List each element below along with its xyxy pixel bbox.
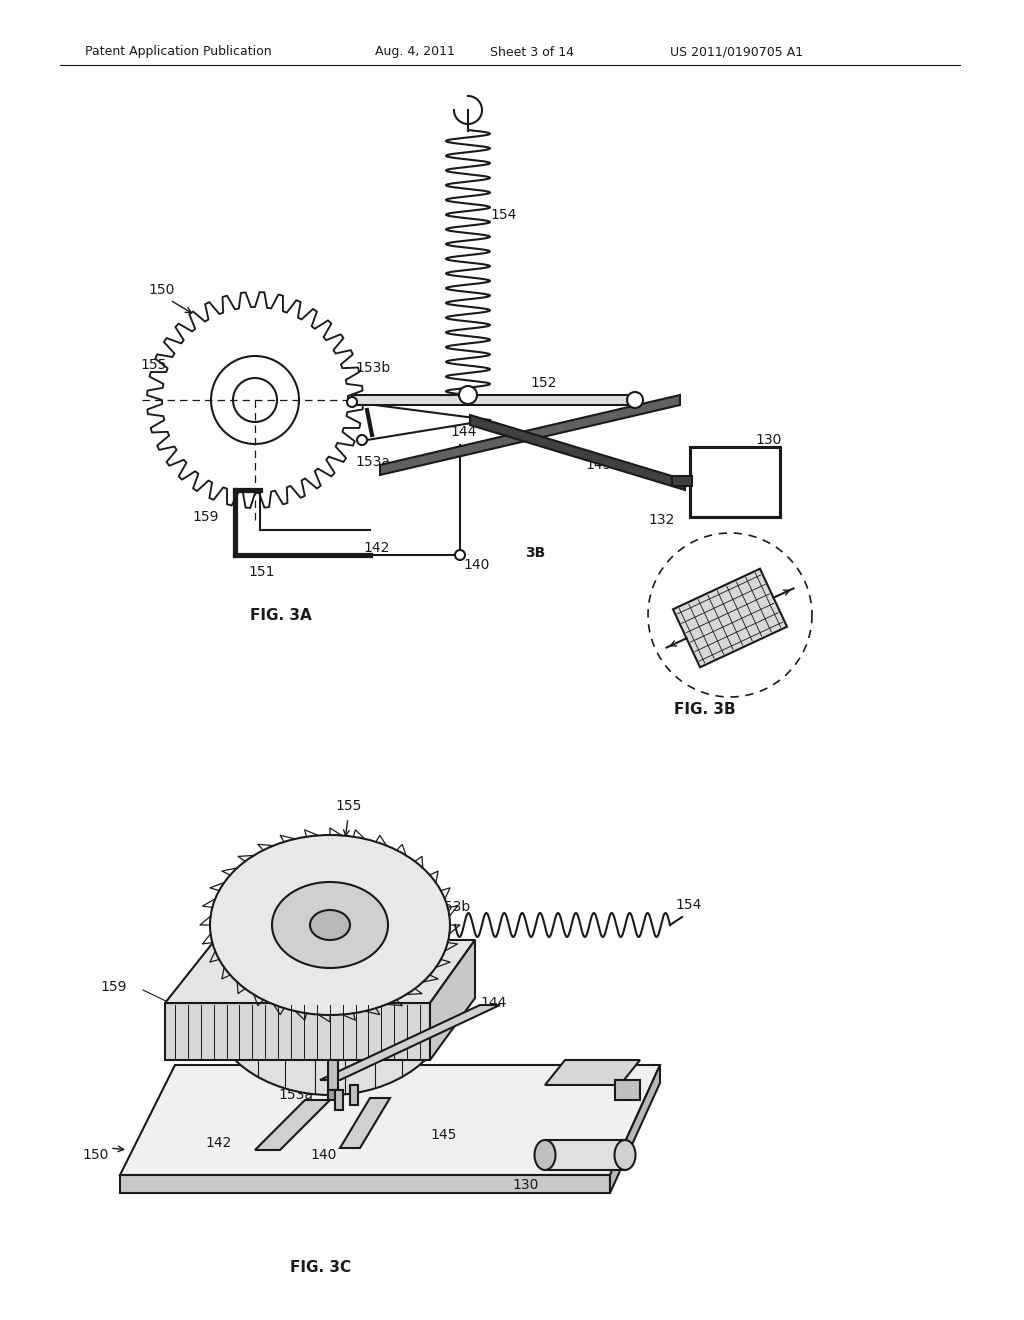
Text: 155: 155 bbox=[140, 358, 166, 372]
Text: Sheet 3 of 14: Sheet 3 of 14 bbox=[490, 45, 574, 58]
Circle shape bbox=[357, 436, 367, 445]
Text: 154: 154 bbox=[675, 898, 701, 912]
Bar bbox=[690, 447, 780, 517]
Bar bbox=[328, 1060, 338, 1090]
Bar bbox=[350, 1085, 358, 1105]
Text: 159: 159 bbox=[100, 979, 127, 994]
Text: 132: 132 bbox=[648, 513, 675, 527]
Circle shape bbox=[627, 392, 643, 408]
Ellipse shape bbox=[210, 836, 450, 1015]
Text: 142: 142 bbox=[205, 1137, 231, 1150]
Polygon shape bbox=[120, 1175, 610, 1193]
Ellipse shape bbox=[272, 882, 388, 968]
Text: 153b: 153b bbox=[355, 360, 390, 375]
Polygon shape bbox=[380, 395, 680, 475]
Text: FIG. 3A: FIG. 3A bbox=[250, 607, 311, 623]
Text: 142: 142 bbox=[362, 541, 389, 554]
Text: 152: 152 bbox=[530, 376, 556, 389]
Text: 155: 155 bbox=[335, 799, 361, 813]
Polygon shape bbox=[470, 414, 685, 490]
Bar bbox=[335, 1090, 343, 1110]
Text: FIG. 3C: FIG. 3C bbox=[290, 1261, 351, 1275]
Polygon shape bbox=[610, 1065, 660, 1193]
Polygon shape bbox=[120, 1065, 660, 1175]
Polygon shape bbox=[673, 569, 787, 668]
Text: 145: 145 bbox=[430, 1129, 457, 1142]
Text: 152: 152 bbox=[355, 1055, 381, 1069]
Text: 151: 151 bbox=[248, 565, 274, 579]
Ellipse shape bbox=[614, 1140, 636, 1170]
Bar bbox=[615, 1080, 640, 1100]
Text: 153a: 153a bbox=[355, 455, 390, 469]
Circle shape bbox=[459, 385, 477, 404]
Bar bbox=[328, 1090, 338, 1100]
Polygon shape bbox=[165, 1003, 430, 1060]
Ellipse shape bbox=[310, 909, 350, 940]
Text: 130: 130 bbox=[512, 1177, 539, 1192]
Text: Aug. 4, 2011: Aug. 4, 2011 bbox=[375, 45, 455, 58]
Polygon shape bbox=[255, 1100, 330, 1150]
Polygon shape bbox=[319, 1005, 500, 1080]
Polygon shape bbox=[545, 1060, 640, 1085]
Text: US 2011/0190705 A1: US 2011/0190705 A1 bbox=[670, 45, 803, 58]
Polygon shape bbox=[430, 940, 475, 1060]
Text: 159: 159 bbox=[193, 510, 218, 524]
Text: 3B: 3B bbox=[525, 546, 545, 560]
Polygon shape bbox=[340, 1098, 390, 1148]
Ellipse shape bbox=[210, 915, 450, 1096]
Text: 153b: 153b bbox=[435, 900, 470, 913]
Text: 150: 150 bbox=[148, 282, 174, 297]
Text: 144: 144 bbox=[450, 425, 476, 440]
Polygon shape bbox=[672, 477, 692, 486]
Text: 140: 140 bbox=[310, 1148, 336, 1162]
Text: 153a: 153a bbox=[278, 1088, 313, 1102]
Circle shape bbox=[347, 397, 357, 407]
Text: 140: 140 bbox=[463, 558, 489, 572]
Text: Patent Application Publication: Patent Application Publication bbox=[85, 45, 271, 58]
Polygon shape bbox=[352, 395, 640, 405]
Polygon shape bbox=[165, 940, 475, 1003]
Text: 154: 154 bbox=[490, 209, 516, 222]
Ellipse shape bbox=[535, 1140, 555, 1170]
Text: 144: 144 bbox=[480, 997, 507, 1010]
Text: 150: 150 bbox=[82, 1148, 109, 1162]
Circle shape bbox=[455, 550, 465, 560]
Text: FIG. 3B: FIG. 3B bbox=[674, 702, 735, 718]
Text: 145: 145 bbox=[585, 458, 611, 473]
Text: 130: 130 bbox=[755, 433, 781, 447]
